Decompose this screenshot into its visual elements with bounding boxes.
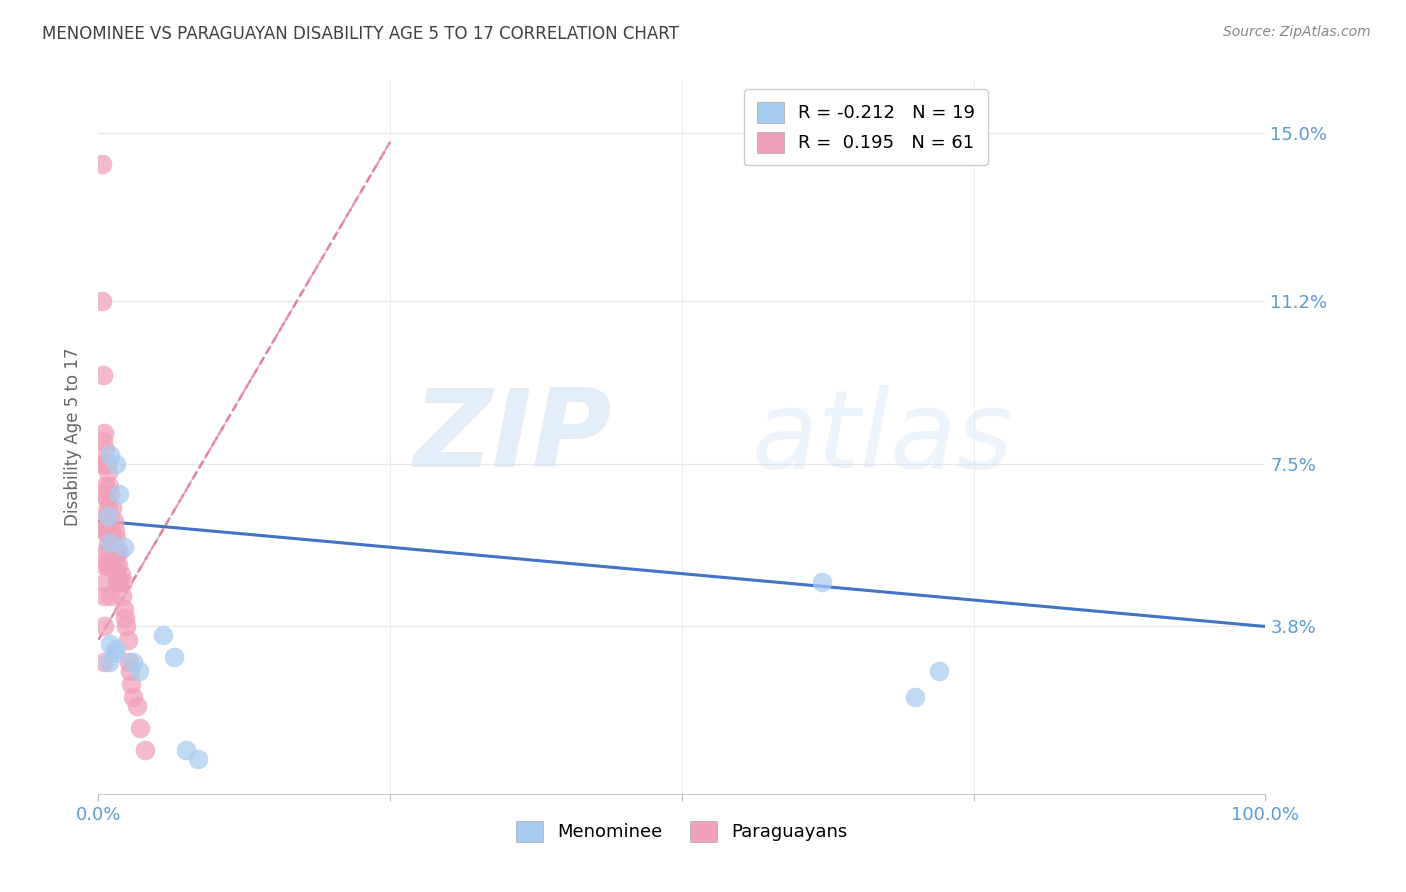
Point <box>97 544 120 558</box>
Point <box>163 650 186 665</box>
Point <box>91 523 114 537</box>
Point <box>91 457 114 471</box>
Point <box>112 602 135 616</box>
Point <box>96 457 118 471</box>
Text: ZIP: ZIP <box>413 384 612 490</box>
Point <box>93 558 115 572</box>
Point <box>90 157 112 171</box>
Point <box>98 448 121 462</box>
Point <box>91 368 114 383</box>
Point <box>811 575 834 590</box>
Point <box>91 434 114 449</box>
Point <box>114 610 136 624</box>
Point <box>128 664 150 678</box>
Point <box>174 743 197 757</box>
Point <box>104 532 127 546</box>
Point <box>129 721 152 735</box>
Point <box>105 544 128 558</box>
Point <box>97 466 120 480</box>
Point <box>108 575 131 590</box>
Point <box>110 566 132 581</box>
Point <box>104 646 127 660</box>
Point <box>98 523 121 537</box>
Point <box>97 655 120 669</box>
Point <box>904 690 927 704</box>
Point <box>98 589 121 603</box>
Point <box>122 690 145 704</box>
Point <box>94 443 117 458</box>
Point <box>104 457 127 471</box>
Point <box>93 619 115 633</box>
Point <box>100 532 122 546</box>
Point <box>97 500 120 515</box>
Point <box>98 637 121 651</box>
Point <box>125 698 148 713</box>
Point <box>98 558 121 572</box>
Text: atlas: atlas <box>752 384 1014 490</box>
Point <box>96 491 118 506</box>
Point <box>152 628 174 642</box>
Point <box>187 751 209 765</box>
Point <box>111 575 134 590</box>
Point <box>122 655 145 669</box>
Point <box>108 487 131 501</box>
Point <box>111 589 134 603</box>
Point <box>96 523 118 537</box>
Point <box>97 509 120 524</box>
Point <box>104 523 127 537</box>
Point <box>98 487 121 501</box>
Point <box>94 509 117 524</box>
Point <box>105 575 128 590</box>
Point <box>103 514 125 528</box>
Point <box>97 536 120 550</box>
Point <box>101 536 124 550</box>
Point <box>97 478 120 492</box>
Point <box>93 425 115 440</box>
Point <box>103 544 125 558</box>
Point <box>118 664 141 678</box>
Y-axis label: Disability Age 5 to 17: Disability Age 5 to 17 <box>65 348 83 526</box>
Point <box>134 743 156 757</box>
Point <box>97 509 120 524</box>
Point <box>115 619 138 633</box>
Point <box>107 558 129 572</box>
Point <box>108 544 131 558</box>
Point <box>928 664 950 678</box>
Text: Source: ZipAtlas.com: Source: ZipAtlas.com <box>1223 25 1371 39</box>
Point <box>90 293 112 308</box>
Legend: Menominee, Paraguayans: Menominee, Paraguayans <box>509 814 855 849</box>
Point <box>98 536 121 550</box>
Point <box>120 677 142 691</box>
Point <box>112 540 135 554</box>
Point <box>104 566 127 581</box>
Text: MENOMINEE VS PARAGUAYAN DISABILITY AGE 5 TO 17 CORRELATION CHART: MENOMINEE VS PARAGUAYAN DISABILITY AGE 5… <box>42 25 679 43</box>
Point <box>117 632 139 647</box>
Point <box>96 558 118 572</box>
Point <box>94 544 117 558</box>
Point <box>93 487 115 501</box>
Point <box>93 523 115 537</box>
Point <box>93 655 115 669</box>
Point <box>104 558 127 572</box>
Point <box>104 641 127 656</box>
Point <box>93 457 115 471</box>
Point <box>93 589 115 603</box>
Point <box>118 655 141 669</box>
Point <box>94 575 117 590</box>
Point <box>101 500 124 515</box>
Point <box>94 478 117 492</box>
